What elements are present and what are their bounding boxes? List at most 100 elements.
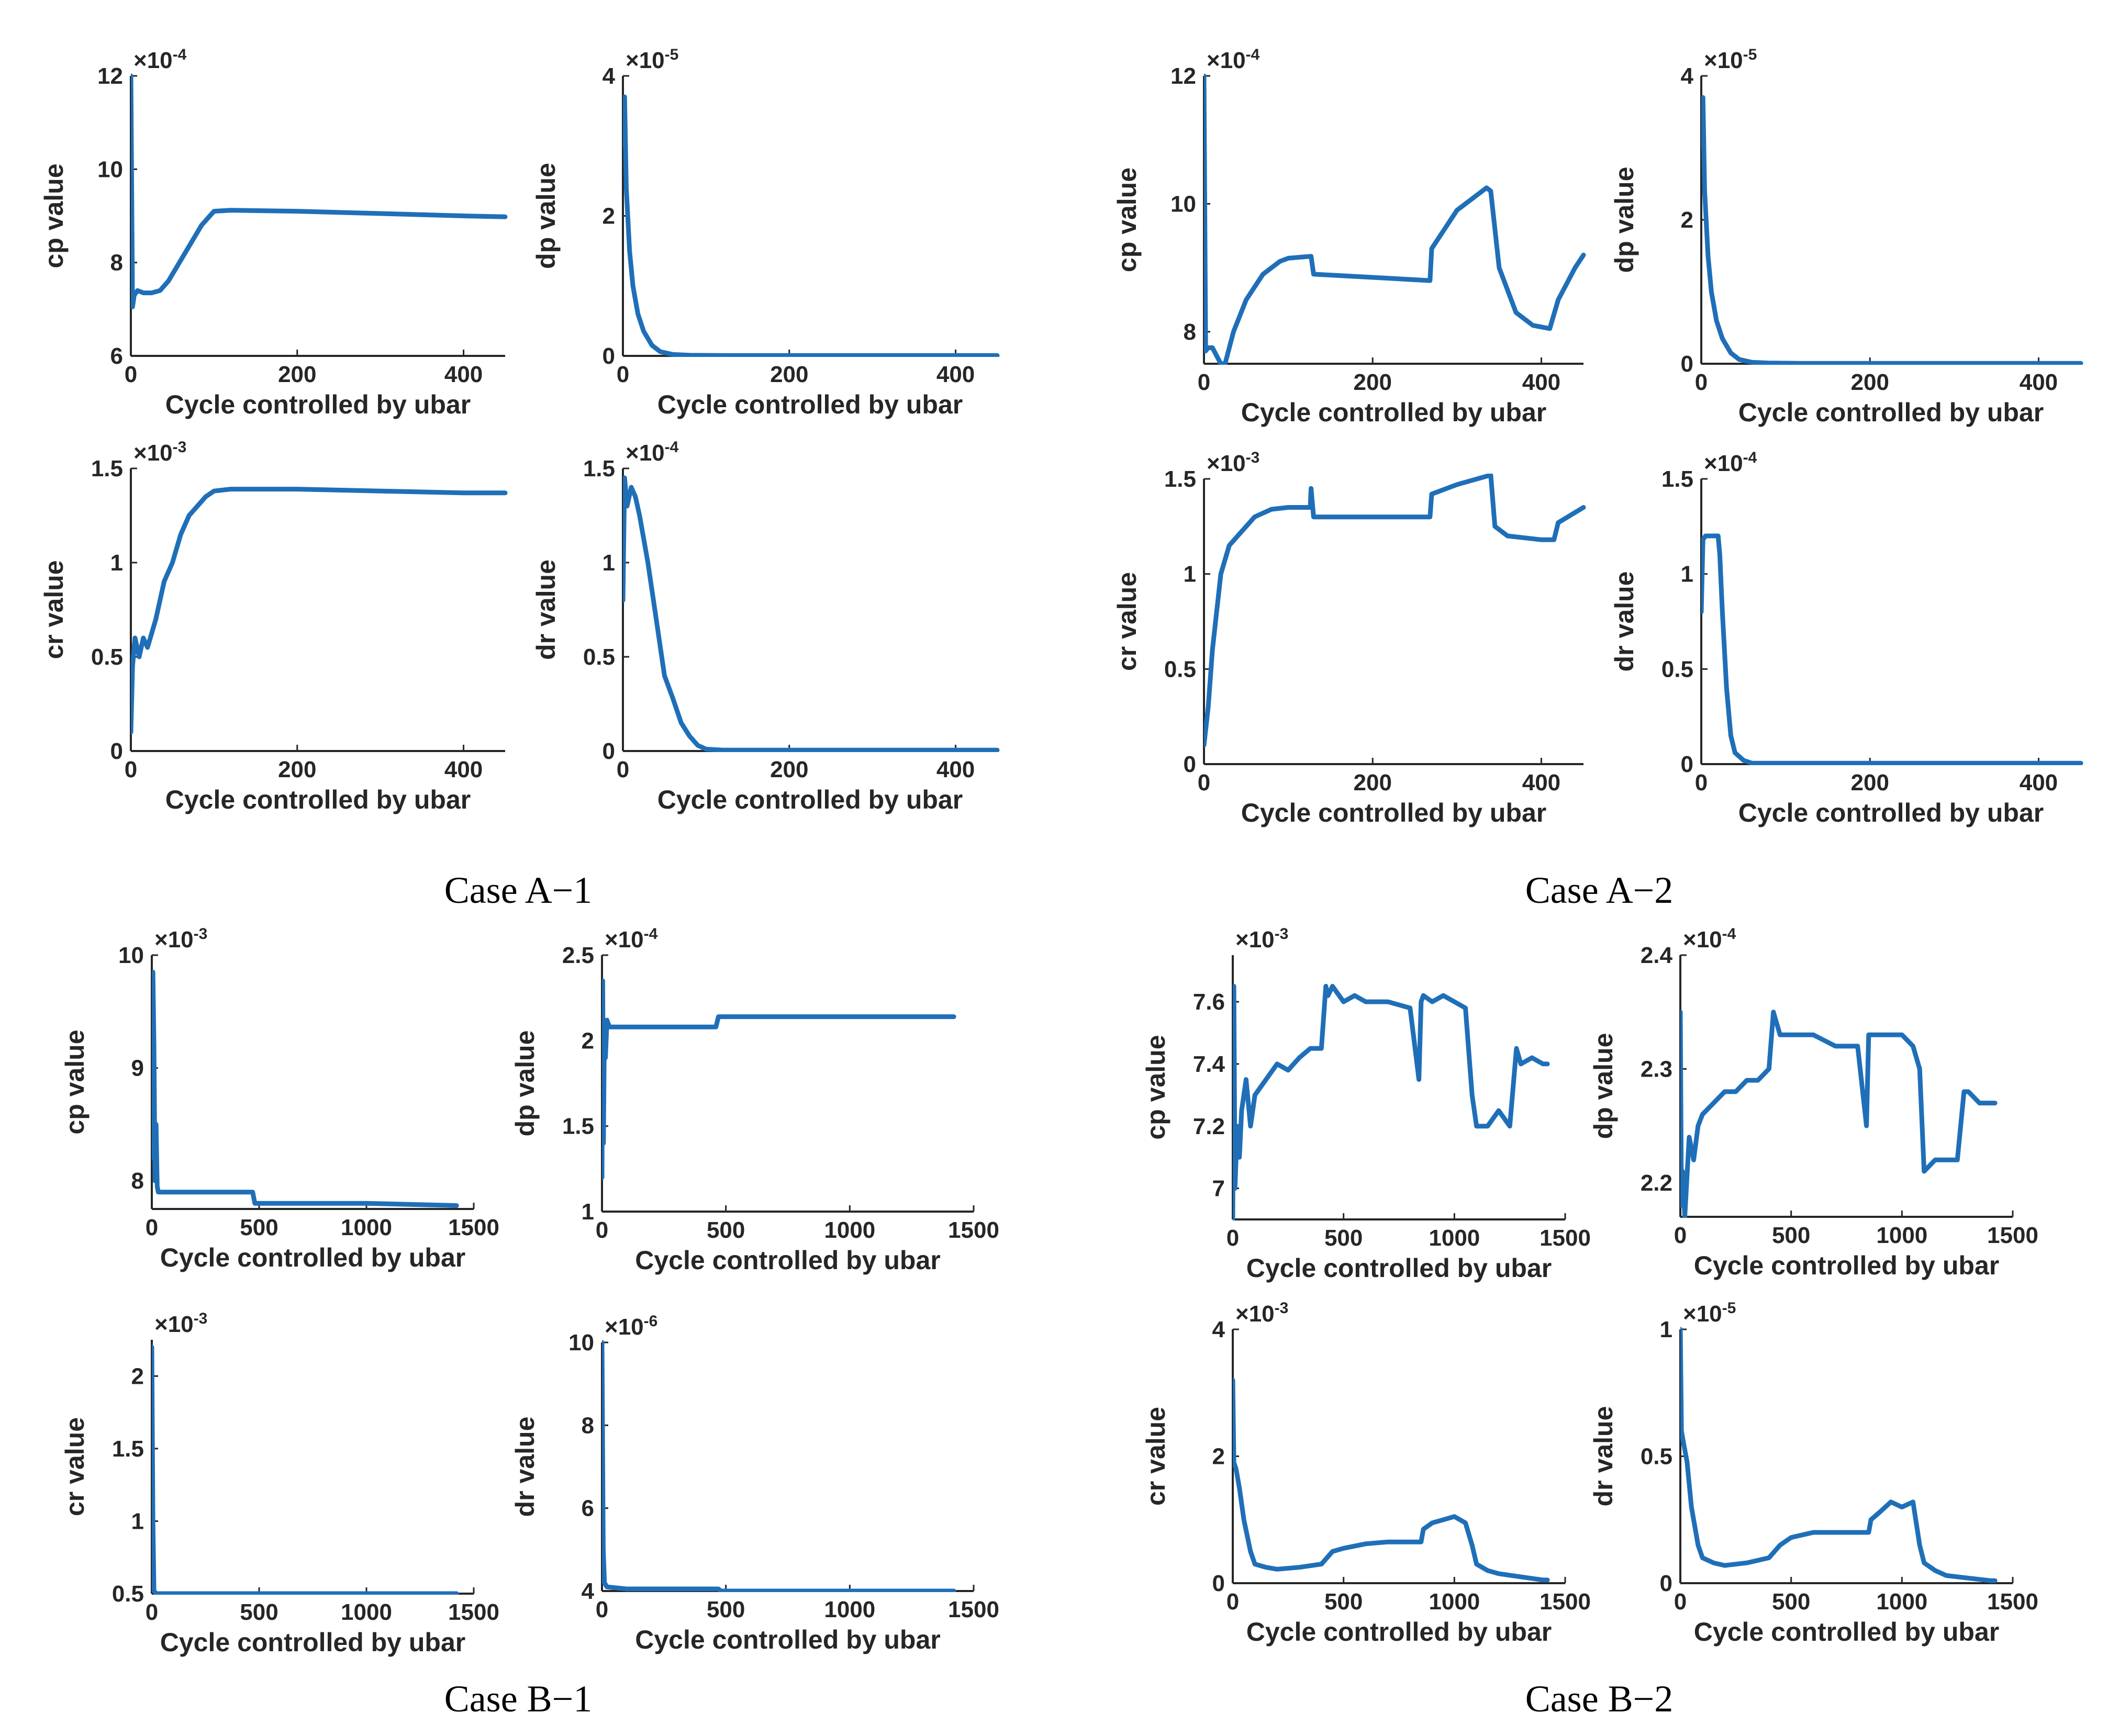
x-tick-label: 400 xyxy=(1522,770,1560,796)
y-tick-label: 0 xyxy=(1660,1571,1672,1596)
panel-a1-dp: 0 200 400 0 2 4 ×10-5 Cycle controlled by ubar d… xyxy=(531,46,1000,419)
y-tick-label: 8 xyxy=(131,1168,144,1194)
axis-exponent-label: ×10-4 xyxy=(1704,449,1757,476)
x-tick-label: 1500 xyxy=(948,1217,999,1243)
y-axis-label: cp value xyxy=(60,1029,90,1134)
panel-a1-dr: 0 200 400 0 0.5 1 1.5 ×10-4 Cycle controlled by … xyxy=(531,439,1000,814)
y-axis-label: dr value xyxy=(531,559,561,660)
y-tick-label: 1.5 xyxy=(91,456,123,481)
axis-exponent-label: ×10-5 xyxy=(626,46,678,73)
y-tick-label: 0.5 xyxy=(1641,1444,1672,1470)
y-tick-label: 0.5 xyxy=(583,644,615,670)
x-axis-label: Cycle controlled by ubar xyxy=(160,1628,465,1657)
y-tick-label: 4 xyxy=(582,1578,595,1604)
x-tick-label: 0 xyxy=(1226,1589,1239,1615)
y-tick-label: 2 xyxy=(1212,1444,1225,1470)
axis-exponent-label: ×10-3 xyxy=(1235,1300,1288,1327)
y-tick-label: 1 xyxy=(110,550,123,576)
axis-exponent: -4 xyxy=(665,439,679,456)
axis-exponent-label: ×10-3 xyxy=(1207,449,1259,476)
panel-a2-dr: 0 200 400 0 0.5 1 1.5 ×10-4 Cycle controlled by … xyxy=(1610,449,2083,827)
axis-exponent-label: ×10-3 xyxy=(154,925,207,953)
axis-exponent: -4 xyxy=(173,46,187,63)
x-tick-label: 200 xyxy=(770,362,808,387)
x-tick-label: 0 xyxy=(596,1597,608,1622)
y-tick-label: 9 xyxy=(131,1056,144,1081)
x-axis-label: Cycle controlled by ubar xyxy=(657,390,963,419)
y-axis-label: cr value xyxy=(1141,1407,1170,1506)
axis-exponent: -4 xyxy=(1722,925,1736,943)
x-tick-label: 0 xyxy=(1674,1589,1687,1615)
axis-exponent: -6 xyxy=(644,1313,658,1330)
axis-exponent: -4 xyxy=(1246,46,1260,63)
x-tick-label: 0 xyxy=(617,757,629,782)
panel-b2-cr: 0 500 1000 1500 0 2 4 ×10-3 Cycle controlled by … xyxy=(1141,1300,1591,1647)
y-axis-label: cr value xyxy=(60,1417,90,1516)
x-axis-label: Cycle controlled by ubar xyxy=(1241,398,1546,427)
series-line xyxy=(602,978,956,1180)
y-tick-label: 7.4 xyxy=(1193,1051,1225,1077)
y-tick-label: 0.5 xyxy=(1661,656,1693,682)
x-tick-label: 1000 xyxy=(1429,1225,1480,1251)
caption-case-b1: Case B−1 xyxy=(444,1678,593,1720)
axis-exponent-label: ×10-4 xyxy=(1207,46,1260,73)
y-tick-label: 7 xyxy=(1212,1176,1225,1202)
x-axis-label: Cycle controlled by ubar xyxy=(1738,398,2044,427)
y-axis-label: dr value xyxy=(1610,572,1639,672)
series-line xyxy=(131,487,508,735)
series-line xyxy=(1701,95,2083,365)
y-tick-label: 12 xyxy=(1170,63,1196,89)
x-tick-label: 1500 xyxy=(1540,1225,1591,1251)
y-tick-label: 2.2 xyxy=(1641,1170,1672,1196)
panel-b1-cr: 0 500 1000 1500 0.5 1 1.5 2 ×10-3 Cycle controlle… xyxy=(60,1310,499,1657)
y-tick-label: 1 xyxy=(603,550,615,576)
y-tick-label: 1 xyxy=(582,1199,594,1225)
x-tick-label: 0 xyxy=(596,1217,608,1243)
y-tick-label: 8 xyxy=(110,250,123,276)
y-tick-label: 0 xyxy=(603,738,615,764)
x-tick-label: 400 xyxy=(2020,369,2058,395)
x-tick-label: 1500 xyxy=(448,1215,499,1240)
y-tick-label: 1 xyxy=(131,1508,144,1534)
y-tick-label: 0 xyxy=(603,343,615,369)
panel-a2-dp: 0 200 400 0 2 4 ×10-5 Cycle controlled by ubar d… xyxy=(1610,46,2083,427)
y-axis-label: cp value xyxy=(39,163,69,268)
y-tick-label: 0 xyxy=(1184,752,1196,777)
y-tick-label: 4 xyxy=(603,63,616,89)
axis-exponent-label: ×10-4 xyxy=(605,925,658,953)
axis-exponent-label: ×10-6 xyxy=(605,1313,657,1340)
x-tick-label: 1000 xyxy=(824,1217,875,1243)
x-tick-label: 200 xyxy=(278,757,316,782)
axis-exponent: -5 xyxy=(1722,1300,1736,1317)
axis-exponent: -3 xyxy=(194,1310,208,1327)
x-tick-label: 200 xyxy=(278,362,316,387)
y-tick-label: 2.3 xyxy=(1641,1056,1672,1082)
y-tick-label: 1.5 xyxy=(112,1436,144,1462)
y-axis-label: cp value xyxy=(1141,1035,1170,1139)
x-tick-label: 500 xyxy=(1772,1223,1810,1248)
x-tick-label: 500 xyxy=(1772,1589,1810,1615)
x-axis-label: Cycle controlled by ubar xyxy=(165,390,471,419)
series-line xyxy=(623,94,1000,357)
x-tick-label: 400 xyxy=(936,362,975,387)
x-tick-label: 400 xyxy=(1522,369,1560,395)
y-tick-label: 2 xyxy=(131,1363,144,1389)
axis-exponent: -5 xyxy=(1743,46,1757,63)
series-line xyxy=(602,1340,956,1592)
y-axis-label: cr value xyxy=(1112,572,1142,671)
y-axis-label: dp value xyxy=(510,1031,540,1137)
axis-exponent-label: ×10-5 xyxy=(1704,46,1757,73)
series-line xyxy=(1204,474,1586,748)
series-line xyxy=(1680,1010,1998,1218)
y-tick-label: 10 xyxy=(118,943,144,968)
x-tick-label: 500 xyxy=(707,1597,745,1622)
x-tick-label: 200 xyxy=(770,757,808,782)
x-tick-label: 0 xyxy=(146,1599,158,1625)
series-line xyxy=(623,475,1000,752)
x-tick-label: 1500 xyxy=(1987,1223,2038,1248)
x-axis-label: Cycle controlled by ubar xyxy=(635,1625,940,1654)
y-tick-label: 1.5 xyxy=(562,1114,594,1139)
axis-exponent-label: ×10-4 xyxy=(626,439,679,466)
x-tick-label: 0 xyxy=(1695,770,1708,796)
axis-exponent: -3 xyxy=(1246,449,1260,466)
